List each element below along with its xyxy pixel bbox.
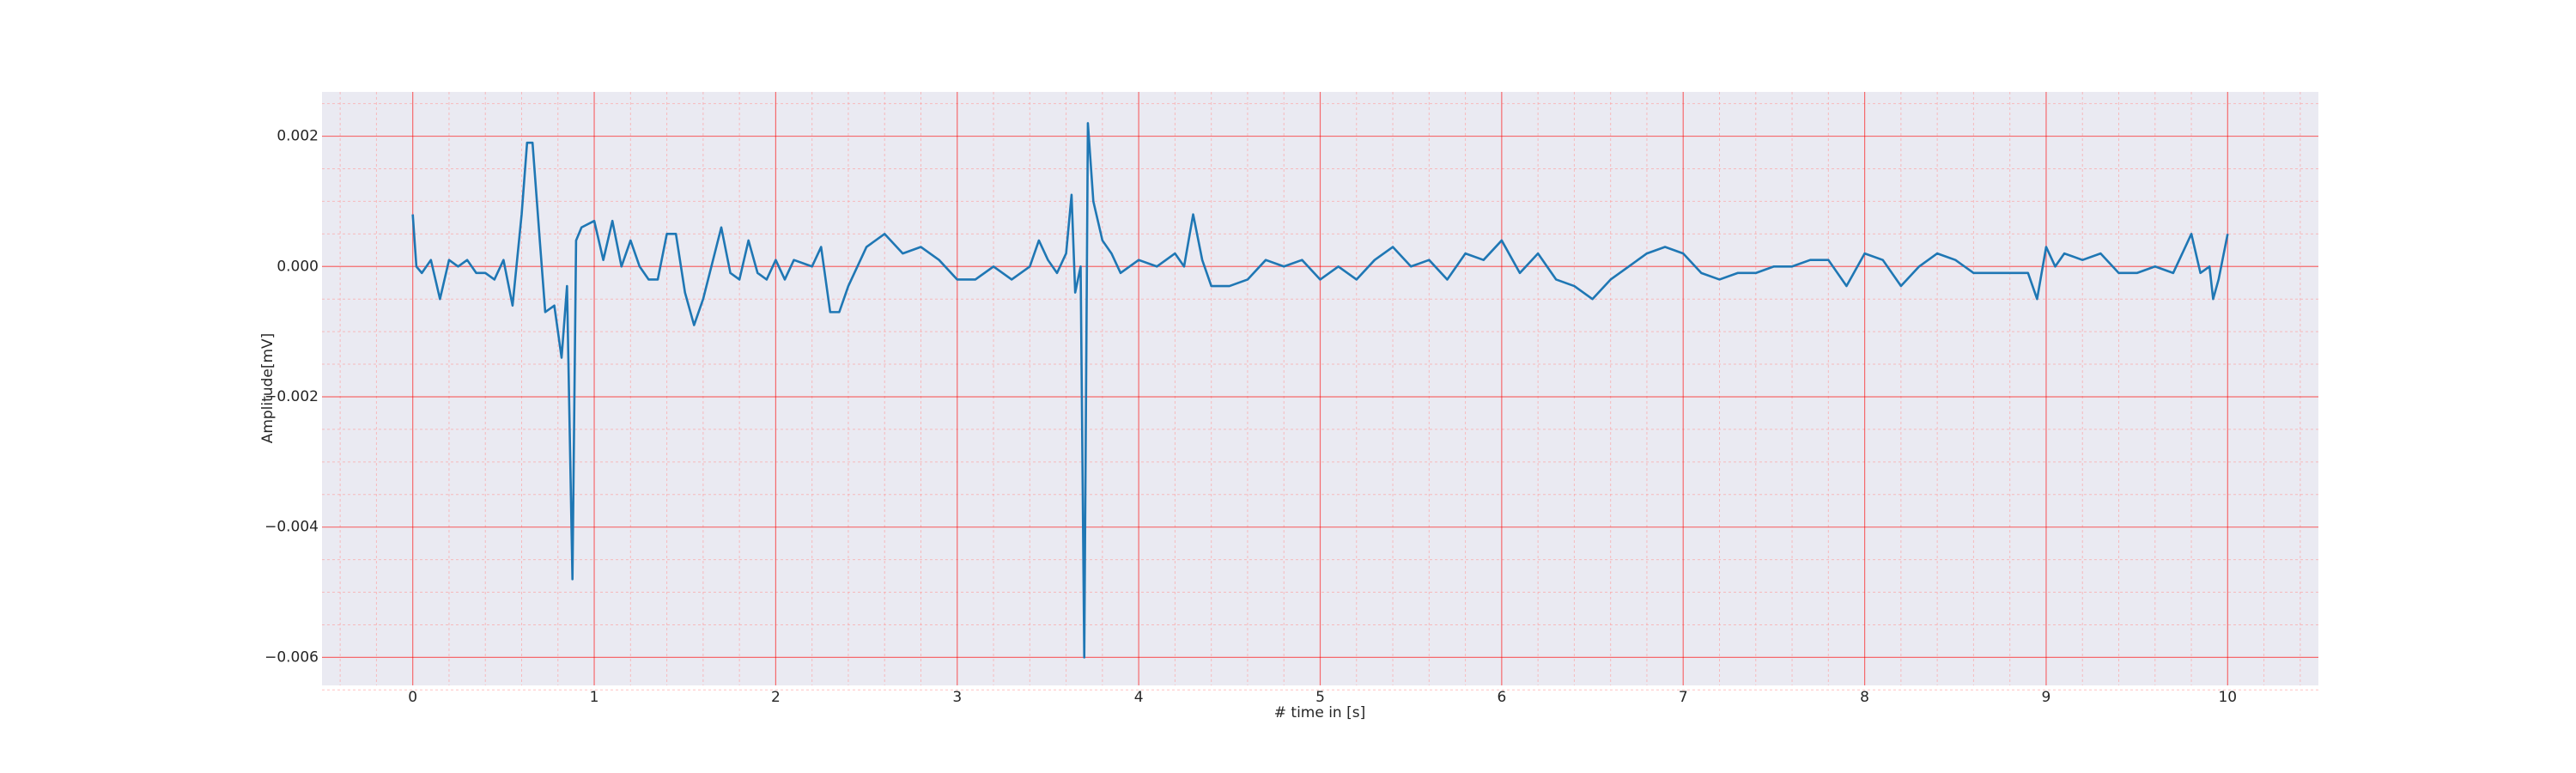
y-tick-label: 0.002 — [276, 128, 319, 145]
x-tick-label: 4 — [1134, 689, 1144, 706]
x-tick-label: 7 — [1679, 689, 1688, 706]
x-tick-label: 6 — [1497, 689, 1506, 706]
x-tick-label: 1 — [590, 689, 599, 706]
x-axis-label: # time in [s] — [1274, 704, 1365, 721]
x-tick-label: 8 — [1860, 689, 1869, 706]
y-tick-label: 0.000 — [276, 258, 319, 275]
x-tick-label: 9 — [2042, 689, 2051, 706]
x-tick-label: 2 — [771, 689, 781, 706]
signal-line — [411, 122, 2229, 659]
y-tick-label: −0.002 — [264, 388, 319, 405]
y-tick-label: −0.004 — [264, 519, 319, 536]
marks — [411, 122, 2229, 659]
labels: 0 1 2 3 4 5 6 7 8 9 10 −0.006 −0.004 −0.002 0.000 0.002 — [264, 128, 2237, 706]
x-tick-label: 0 — [408, 689, 417, 706]
x-tick-label: 3 — [952, 689, 962, 706]
y-axis-label: Amplitude[mV] — [259, 333, 276, 444]
x-tick-label: 10 — [2218, 689, 2237, 706]
y-tick-label: −0.006 — [264, 648, 319, 666]
x-tick-label: 5 — [1315, 689, 1325, 706]
minor-grid — [322, 92, 2318, 691]
major-grid — [322, 92, 2318, 685]
